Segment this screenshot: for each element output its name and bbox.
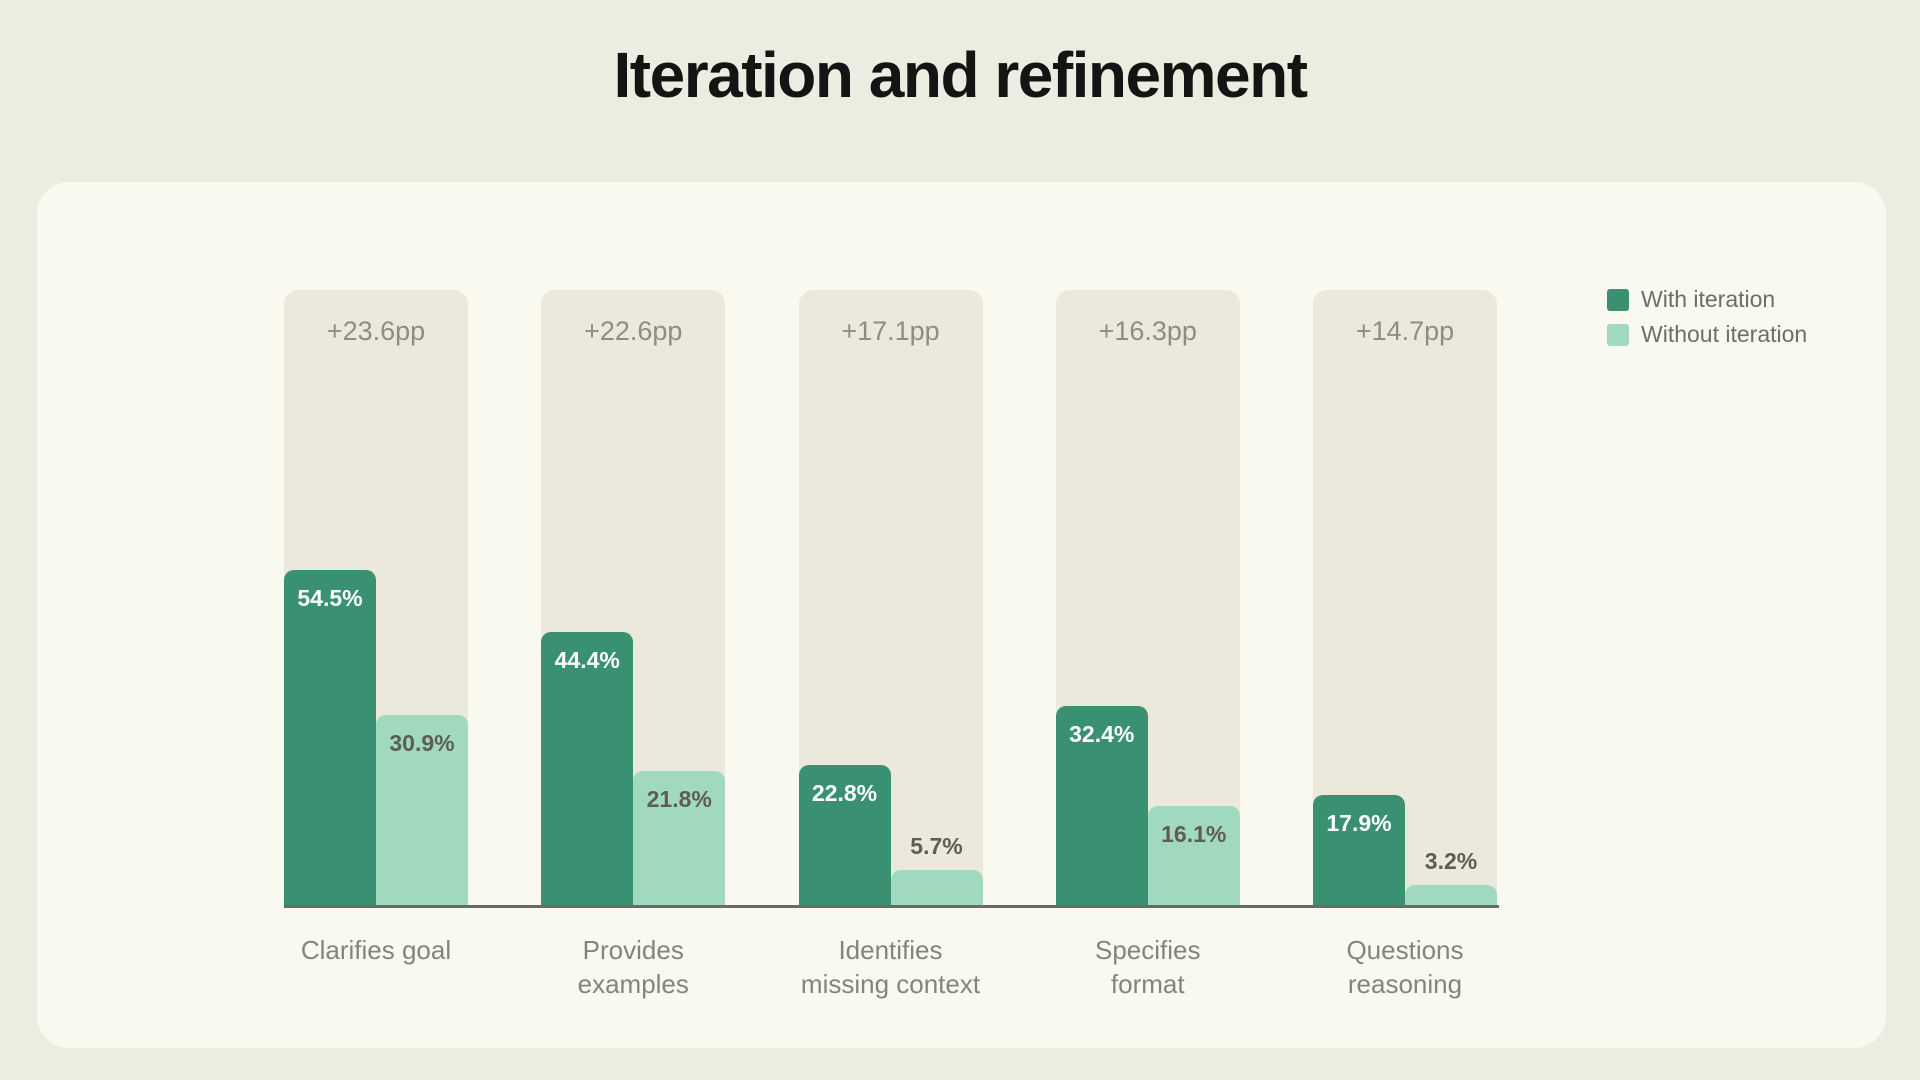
category-cell: Identifies missing context: [799, 934, 983, 1002]
category-label: Provides examples: [577, 935, 689, 999]
legend-swatch-without-iteration: [1607, 323, 1629, 346]
legend-item-without-iteration: Without iteration: [1607, 321, 1807, 348]
legend-label-with-iteration: With iteration: [1641, 286, 1776, 312]
bar-value-label: 5.7%: [910, 833, 963, 859]
legend-label-without-iteration: Without iteration: [1641, 321, 1808, 347]
bar-with-iteration: 22.8%: [798, 765, 891, 905]
bar-value-label: 32.4%: [1069, 721, 1135, 747]
bar-without-iteration: [890, 870, 983, 905]
bar-without-iteration: [1405, 885, 1497, 905]
bar-with-iteration: 44.4%: [541, 632, 634, 905]
column-group: +23.6pp 54.5% 30.9%: [284, 290, 468, 905]
column-group: +22.6pp 44.4% 21.8%: [541, 290, 726, 905]
category-cell: Questions reasoning: [1313, 934, 1497, 1002]
category-label: Questions reasoning: [1346, 935, 1464, 999]
legend-swatch-with-iteration: [1607, 288, 1629, 311]
category-cell: Specifies format: [1056, 934, 1240, 1002]
legend-item-with-iteration: With iteration: [1607, 286, 1807, 313]
category-cell: Provides examples: [541, 934, 725, 1002]
chart-title: Iteration and refinement: [613, 39, 1309, 111]
bar-value-label: 17.9%: [1326, 810, 1392, 836]
bar-value-label: 30.9%: [389, 730, 455, 756]
category-label: Identifies missing context: [800, 935, 981, 999]
category-label: Clarifies goal: [300, 935, 452, 965]
bar-value-label: 16.1%: [1161, 821, 1227, 847]
chart-card: +23.6pp 54.5% 30.9% +22.6pp 44.4% 21.8% +17.1p…: [37, 182, 1886, 1048]
bar-columns: +23.6pp 54.5% 30.9% +22.6pp 44.4% 21.8% +17.1p…: [284, 290, 1497, 905]
bar-with-iteration: 17.9%: [1313, 795, 1405, 905]
bar-without-iteration: 30.9%: [376, 715, 468, 905]
bar-value-label: 54.5%: [297, 585, 363, 611]
bar-without-iteration: 21.8%: [633, 771, 726, 905]
category-label: Specifies format: [1095, 935, 1201, 999]
delta-label: +16.3pp: [1098, 316, 1197, 346]
bar-value-label: 21.8%: [646, 786, 712, 812]
bar-value-label: 3.2%: [1424, 848, 1478, 874]
bar-without-iteration: 16.1%: [1147, 806, 1240, 905]
x-axis-line: [284, 905, 1499, 908]
bar-with-iteration: 32.4%: [1055, 706, 1148, 905]
column-group: +16.3pp 32.4% 16.1%: [1055, 290, 1240, 905]
bar-with-iteration: 54.5%: [284, 570, 376, 905]
delta-label: +23.6pp: [326, 316, 426, 346]
delta-label: +14.7pp: [1355, 316, 1455, 346]
category-cell: Clarifies goal: [284, 934, 468, 1002]
delta-label: +22.6pp: [584, 316, 683, 346]
category-labels-row: Clarifies goal Provides examples Identifie…: [284, 934, 1497, 1002]
delta-label: +17.1pp: [841, 316, 940, 346]
legend: With iteration Without iteration: [1607, 286, 1807, 356]
bar-value-label: 22.8%: [811, 780, 878, 806]
bar-value-label: 44.4%: [554, 647, 620, 673]
column-group: +14.7pp 17.9% 3.2%: [1313, 290, 1497, 905]
column-group: +17.1pp 22.8% 5.7%: [798, 290, 983, 905]
